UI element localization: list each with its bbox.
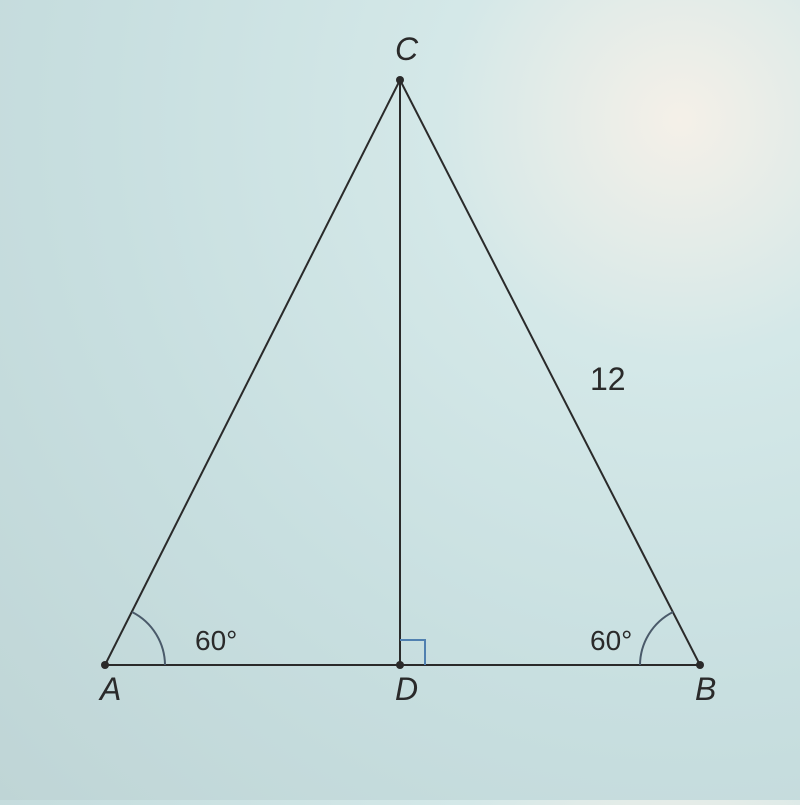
angle-label-A: 60°: [195, 625, 237, 656]
vertex-dot-B: [696, 661, 704, 669]
vertex-dot-C: [396, 76, 404, 84]
vertex-label-A: A: [98, 671, 121, 707]
side-label-CB: 12: [590, 361, 626, 397]
vertex-label-B: B: [695, 671, 716, 707]
side-CB: [400, 80, 700, 665]
angle-arc-A: [132, 612, 165, 665]
angle-label-B: 60°: [590, 625, 632, 656]
vertex-dot-A: [101, 661, 109, 669]
diagram-container: A B C D 60° 60° 12: [0, 0, 800, 800]
vertex-label-C: C: [395, 31, 419, 67]
vertex-label-D: D: [395, 671, 418, 707]
triangle-diagram: A B C D 60° 60° 12: [0, 0, 800, 800]
side-AC: [105, 80, 400, 665]
vertex-dot-D: [396, 661, 404, 669]
angle-arc-B: [640, 612, 673, 665]
right-angle-marker: [400, 640, 425, 665]
